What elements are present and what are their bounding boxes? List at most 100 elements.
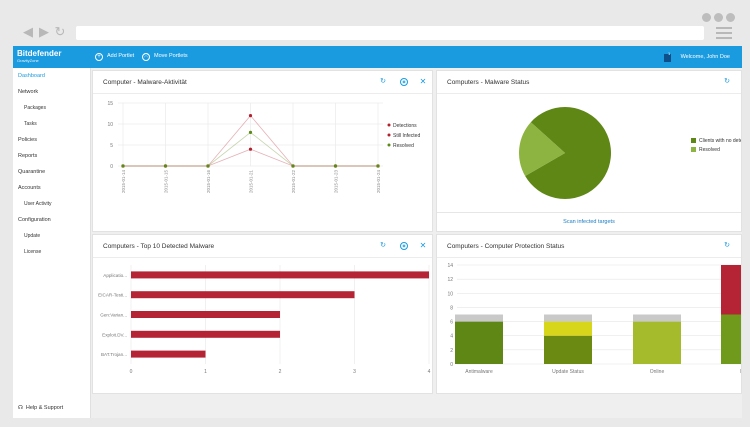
bar-segment bbox=[544, 314, 592, 322]
address-bar[interactable] bbox=[76, 26, 704, 40]
app-header: Bitdefender GravityZone + Add Portlet ⤧ … bbox=[13, 46, 742, 68]
settings-icon[interactable]: ◉ bbox=[400, 78, 408, 86]
data-point bbox=[248, 130, 253, 134]
portlet-title: Computer - Malware-Aktivität bbox=[103, 79, 187, 86]
portlet-malware-activity: Computer - Malware-Aktivität ↻ ◉ ✕ 0 5 10 1… bbox=[92, 70, 433, 232]
sidebar-item-accounts[interactable]: Accounts bbox=[18, 185, 41, 191]
sidebar-item-reports[interactable]: Reports bbox=[18, 153, 38, 159]
category-label: Applicatio... bbox=[103, 273, 127, 278]
data-point bbox=[333, 164, 338, 168]
brand-name: Bitdefender bbox=[17, 49, 62, 58]
y-tick-label: 12 bbox=[447, 277, 453, 283]
bar bbox=[131, 271, 429, 279]
hamburger-menu-icon[interactable] bbox=[716, 27, 732, 39]
add-portlet-label: Add Portlet bbox=[107, 53, 135, 59]
bar-segment bbox=[721, 314, 741, 364]
close-icon[interactable]: ✕ bbox=[419, 77, 427, 86]
portlet-top10-malware: Computers - Top 10 Detected Malware ↻ ◉ … bbox=[92, 234, 433, 394]
category-label: Antimalware bbox=[465, 369, 493, 375]
category-label: Man bbox=[740, 369, 742, 375]
window-dot-icon[interactable] bbox=[726, 13, 735, 22]
help-support-label: Help & Support bbox=[25, 405, 64, 411]
y-tick-label: 0 bbox=[110, 164, 113, 170]
x-tick-label: 0 bbox=[130, 369, 133, 375]
move-portlets-button[interactable]: ⤧ Move Portlets bbox=[142, 52, 188, 61]
portlet-malware-status: Computers - Malware Status ↻ Clients wit… bbox=[436, 70, 742, 232]
close-icon[interactable]: ✕ bbox=[419, 241, 427, 250]
settings-icon[interactable]: ◉ bbox=[400, 242, 408, 250]
y-tick-label: 8 bbox=[450, 305, 453, 311]
refresh-icon[interactable]: ↻ bbox=[724, 78, 730, 85]
bar-segment bbox=[455, 321, 503, 364]
legend-label: Clients with no dete bbox=[699, 138, 742, 144]
window-dot-icon[interactable] bbox=[714, 13, 723, 22]
category-label: EICAR-Testi... bbox=[98, 293, 127, 298]
sidebar: Dashboard Network Packages Tasks Policie… bbox=[13, 68, 91, 418]
refresh-icon[interactable]: ↻ bbox=[54, 24, 66, 39]
legend-marker bbox=[691, 147, 696, 152]
refresh-icon[interactable]: ↻ bbox=[380, 242, 386, 249]
forward-arrow-icon[interactable]: ▶ bbox=[39, 24, 49, 39]
back-arrow-icon[interactable]: ◀ bbox=[23, 24, 33, 39]
category-label: BAT.Trojan... bbox=[101, 352, 127, 357]
x-tick-label: 2015-01-23 bbox=[334, 170, 339, 194]
sidebar-item-update[interactable]: Update bbox=[24, 233, 41, 239]
sidebar-item-user-activity[interactable]: User Activity bbox=[24, 201, 52, 207]
pie-slice bbox=[525, 107, 611, 199]
headset-icon: ☊ bbox=[18, 405, 23, 411]
help-support-link[interactable]: ☊ Help & Support bbox=[18, 404, 63, 412]
x-tick-label: 1 bbox=[204, 369, 207, 375]
legend-marker bbox=[387, 143, 391, 147]
sidebar-item-quarantine[interactable]: Quarantine bbox=[18, 169, 46, 175]
category-label: Update Status bbox=[552, 369, 584, 375]
brand-subtitle: GravityZone bbox=[17, 58, 39, 63]
portlet-protection-status: Computers - Computer Protection Status ↻… bbox=[436, 234, 742, 394]
refresh-icon[interactable]: ↻ bbox=[380, 78, 386, 85]
sidebar-item-configuration[interactable]: Configuration bbox=[18, 217, 51, 223]
y-tick-label: 0 bbox=[450, 362, 453, 368]
sidebar-item-tasks[interactable]: Tasks bbox=[24, 121, 37, 127]
sidebar-item-network[interactable]: Network bbox=[18, 89, 39, 95]
legend-label: Still Infected bbox=[393, 133, 420, 139]
legend-label: Resolved bbox=[699, 147, 720, 153]
y-tick-label: 14 bbox=[447, 263, 453, 269]
legend-marker bbox=[691, 138, 696, 143]
bar bbox=[131, 330, 280, 338]
category-label: Online bbox=[650, 369, 665, 375]
legend-marker bbox=[387, 123, 391, 127]
brand-logo[interactable]: Bitdefender GravityZone bbox=[17, 49, 61, 63]
refresh-icon[interactable]: ↻ bbox=[724, 242, 730, 249]
x-tick-label: 2015-01-21 bbox=[249, 170, 254, 194]
sidebar-item-dashboard[interactable]: Dashboard bbox=[18, 73, 45, 79]
add-portlet-button[interactable]: + Add Portlet bbox=[95, 52, 134, 61]
data-point bbox=[163, 164, 168, 168]
bar-segment bbox=[633, 321, 681, 364]
welcome-text[interactable]: Welcome, John Doe bbox=[680, 54, 730, 60]
notification-count: 1 bbox=[668, 51, 671, 56]
x-tick-label: 2015-01-15 bbox=[164, 170, 169, 194]
data-point bbox=[206, 164, 210, 168]
window-dot-icon[interactable] bbox=[702, 13, 711, 22]
bar-segment bbox=[544, 321, 592, 336]
portlet-title: Computers - Malware Status bbox=[447, 79, 530, 86]
sidebar-item-packages[interactable]: Packages bbox=[24, 105, 46, 111]
dashboard-content: Computer - Malware-Aktivität ↻ ◉ ✕ 0 5 10 1… bbox=[91, 68, 742, 418]
sidebar-item-policies[interactable]: Policies bbox=[18, 137, 37, 143]
notifications-icon[interactable]: 1 bbox=[664, 51, 673, 62]
data-point bbox=[121, 164, 125, 168]
y-tick-label: 15 bbox=[107, 101, 113, 107]
legend-label: Detections bbox=[393, 123, 417, 129]
scan-infected-link[interactable]: Scan infected targets bbox=[563, 219, 615, 225]
browser-toolbar: ◀ ▶ ↻ bbox=[0, 0, 750, 46]
legend-label: Resolved bbox=[393, 143, 414, 149]
bar bbox=[131, 350, 206, 358]
bar-segment bbox=[544, 335, 592, 364]
plus-icon: + bbox=[95, 52, 103, 61]
pie-slice bbox=[519, 122, 565, 176]
category-label: Gen:Varian... bbox=[100, 313, 127, 318]
y-tick-label: 2 bbox=[450, 348, 453, 354]
sidebar-item-license[interactable]: License bbox=[24, 249, 42, 255]
x-tick-label: 4 bbox=[428, 369, 431, 375]
bar-segment bbox=[721, 265, 741, 315]
bar bbox=[131, 311, 280, 318]
